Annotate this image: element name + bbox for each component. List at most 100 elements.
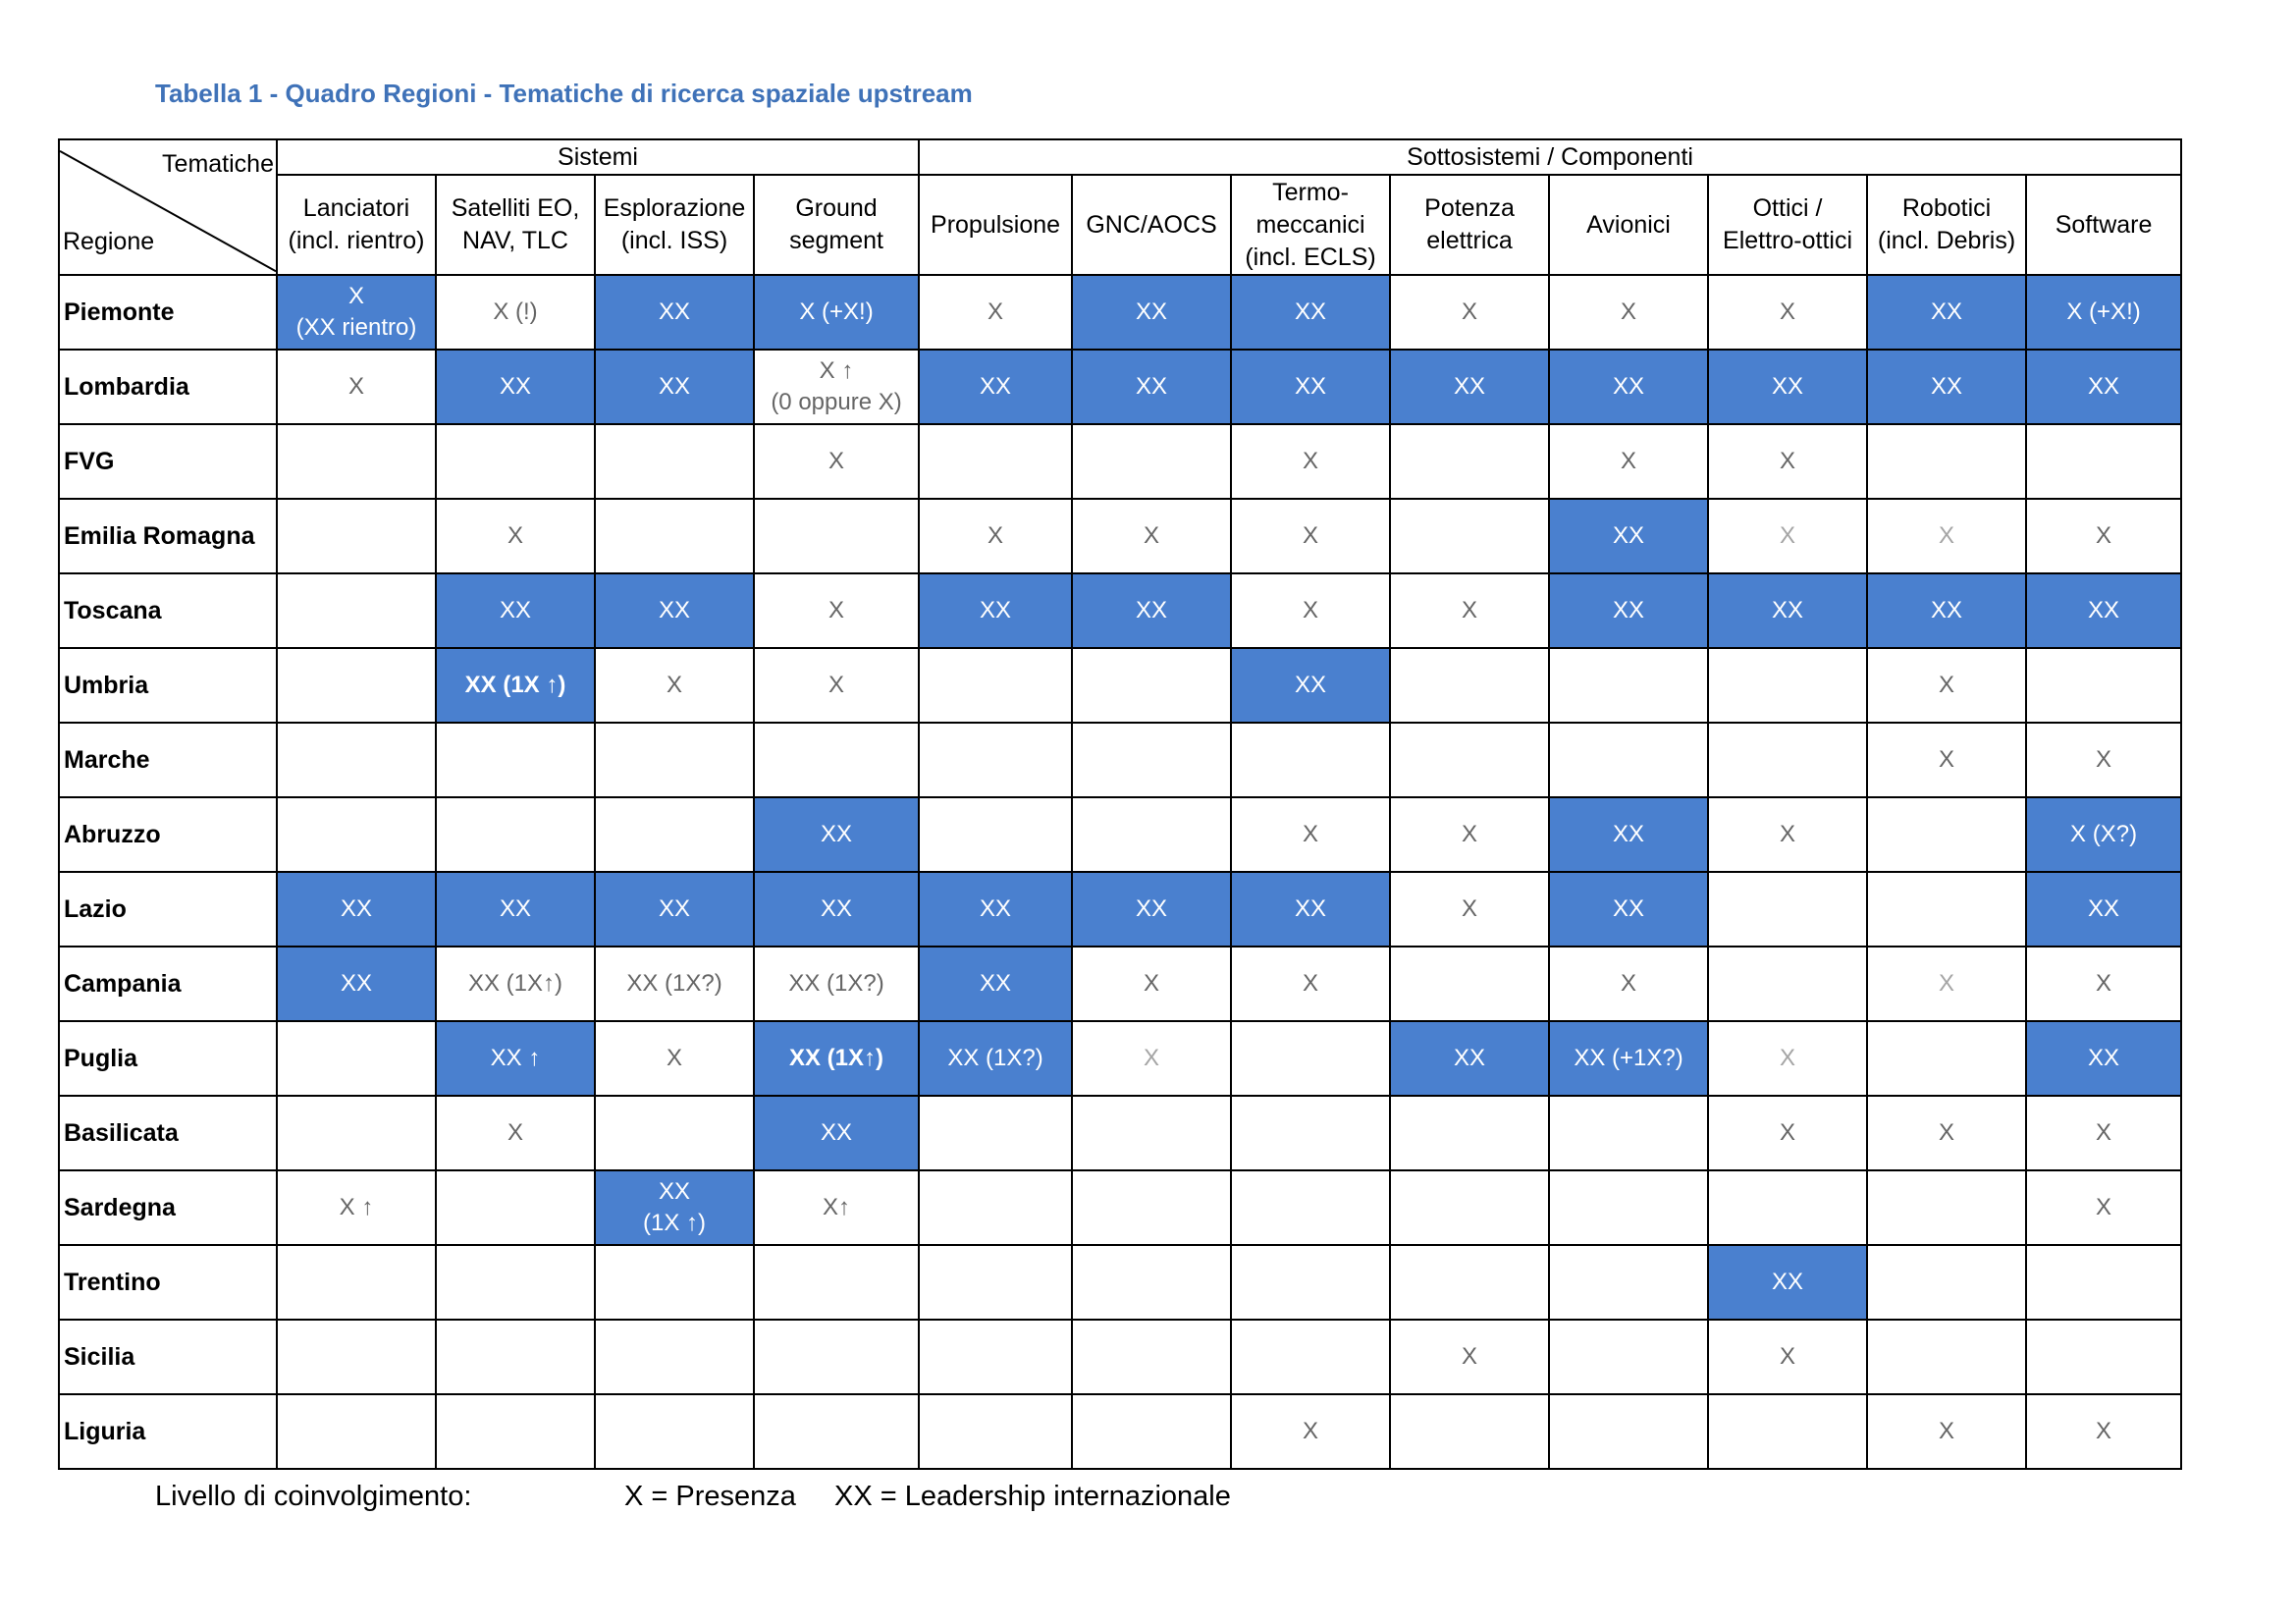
table-cell: XX — [276, 946, 437, 1022]
column-header-line: Ground — [795, 194, 878, 222]
table-cell — [1389, 1169, 1551, 1246]
table-cell — [1866, 1244, 2028, 1321]
table-cell — [1707, 1393, 1869, 1470]
table-cell: XX — [1866, 349, 2028, 425]
table-cell: XX — [594, 274, 755, 351]
table-cell: XX — [1389, 349, 1551, 425]
table-cell: X — [2025, 722, 2183, 798]
region-name: Toscana — [58, 572, 278, 649]
table-cell — [594, 1393, 755, 1470]
table-cell: XX — [752, 871, 921, 947]
table-cell: XX — [1071, 572, 1233, 649]
column-header-line: Termo- — [1272, 178, 1349, 206]
table-cell — [594, 1244, 755, 1321]
table-cell — [435, 796, 596, 873]
region-name: Umbria — [58, 647, 278, 724]
table-row: Liguria X X X — [58, 1393, 2183, 1470]
legend-leadership: XX = Leadership internazionale — [834, 1481, 1231, 1512]
table-cell — [1230, 1020, 1392, 1097]
table-cell: XX — [435, 871, 596, 947]
table-cell: XX — [2025, 349, 2183, 425]
table-cell: XX — [1866, 572, 2028, 649]
table-cell: XX — [1230, 871, 1392, 947]
table-cell: X — [2025, 946, 2183, 1022]
column-header-line: (incl. Debris) — [1877, 227, 2016, 254]
table-cell: X — [2025, 1095, 2183, 1171]
table-cell — [918, 423, 1074, 500]
diagonal-divider — [60, 140, 276, 274]
table-row: Umbria XX (1X ↑) X X XX X — [58, 647, 2183, 724]
table-cell — [1866, 1020, 2028, 1097]
table-cell — [752, 1319, 921, 1395]
table-cell — [276, 1020, 437, 1097]
region-name: Marche — [58, 722, 278, 798]
table-cell: X — [1866, 722, 2028, 798]
column-header-line: meccanici — [1255, 210, 1365, 239]
table-cell: X — [435, 1095, 596, 1171]
table-cell — [1071, 1244, 1233, 1321]
table-cell — [1866, 423, 2028, 500]
column-header: Software — [2025, 174, 2183, 276]
table-cell — [1707, 722, 1869, 798]
column-header-line: Lanciatori — [302, 194, 410, 222]
table-row: Toscana XX XX X XX XX X X XX XX XX XX — [58, 572, 2183, 649]
region-name: Campania — [58, 946, 278, 1022]
corner-label-regione: Regione — [63, 228, 155, 255]
table-cell — [1071, 722, 1233, 798]
table-cell: X (!) — [435, 274, 596, 351]
column-header: Ottici / Elettro-ottici — [1707, 174, 1869, 276]
column-header-line: NAV, TLC — [462, 227, 568, 254]
table-cell: X — [594, 647, 755, 724]
table-cell — [918, 1244, 1074, 1321]
table-cell: XX — [1230, 349, 1392, 425]
table-cell — [1548, 1393, 1710, 1470]
table-row: Piemonte X (XX rientro) X (!) XX X (+X!) X XX X… — [58, 274, 2183, 351]
table-cell — [1389, 1095, 1551, 1171]
table-cell — [1707, 1169, 1869, 1246]
table-cell — [1230, 1319, 1392, 1395]
column-header-line: (incl. rientro) — [288, 227, 425, 254]
column-header: Termo-meccanici (incl. ECLS) — [1230, 174, 1392, 276]
table-cell: X (+X!) — [2025, 274, 2183, 351]
table-cell — [435, 722, 596, 798]
region-name: Emilia Romagna — [58, 498, 278, 574]
table-cell — [1389, 946, 1551, 1022]
table-row: Emilia Romagna X X X X XX X X X — [58, 498, 2183, 574]
table-cell — [594, 423, 755, 500]
table-cell — [752, 1393, 921, 1470]
column-header: Lanciatori (incl. rientro) — [276, 174, 437, 276]
column-header-line: Elettro-ottici — [1723, 227, 1853, 254]
table-cell: XX — [1707, 1244, 1869, 1321]
table-cell — [1230, 1244, 1392, 1321]
table-cell — [276, 1095, 437, 1171]
column-header: Propulsione — [918, 174, 1074, 276]
table-cell: XX — [1548, 796, 1710, 873]
table-cell — [276, 1393, 437, 1470]
table-cell: X — [2025, 498, 2183, 574]
column-header-line: Software — [2055, 210, 2153, 239]
table-cell: X — [1071, 1020, 1233, 1097]
region-name: Lombardia — [58, 349, 278, 425]
table-cell: X — [2025, 1169, 2183, 1246]
table-cell — [918, 1319, 1074, 1395]
table-cell: X — [1071, 946, 1233, 1022]
column-header: Satelliti EO, NAV, TLC — [435, 174, 596, 276]
table-cell: X — [2025, 1393, 2183, 1470]
table-cell — [918, 1169, 1074, 1246]
table-cell: X — [1230, 498, 1392, 574]
table-cell — [1230, 722, 1392, 798]
table-cell: XX — [918, 349, 1074, 425]
table-cell — [594, 722, 755, 798]
table-cell — [1071, 1393, 1233, 1470]
table-cell — [1071, 647, 1233, 724]
table-cell: X (X?) — [2025, 796, 2183, 873]
table-cell: XX — [2025, 871, 2183, 947]
region-name: Puglia — [58, 1020, 278, 1097]
region-name: Piemonte — [58, 274, 278, 351]
table-cell — [276, 423, 437, 500]
regions-themes-table: Tematiche Regione Sistemi Sottosistemi / … — [58, 138, 2183, 1470]
table-cell — [435, 1393, 596, 1470]
table-cell: XX — [1389, 1020, 1551, 1097]
table-cell: X — [1707, 796, 1869, 873]
table-cell — [752, 722, 921, 798]
